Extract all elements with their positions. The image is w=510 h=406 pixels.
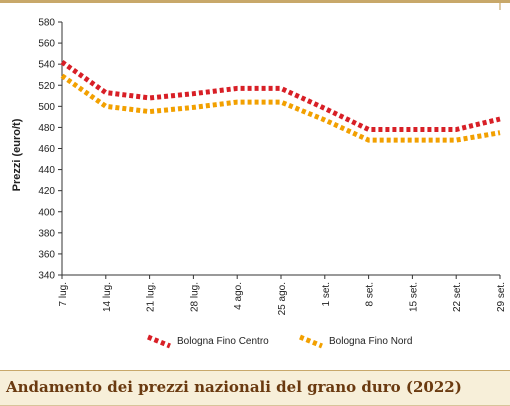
y-tick-label: 420: [38, 186, 55, 197]
x-tick-label: 4 ago.: [233, 282, 244, 310]
y-tick-label: 560: [38, 39, 55, 50]
x-tick-label: 14 lug.: [102, 282, 113, 312]
series-line-1: [60, 60, 501, 132]
caption-bar: Andamento dei prezzi nazionali del grano…: [0, 370, 510, 406]
series-lines: [60, 60, 501, 143]
axes: 340 360 380 400 420 440 460 480 500 520 540 560 580 7…: [38, 18, 507, 316]
y-tick-label: 520: [38, 81, 55, 92]
chart-title: Andamento dei prezzi nazionali del grano…: [6, 378, 462, 396]
top-border: [0, 0, 510, 3]
line-chart-svg: 340 360 380 400 420 440 460 480 500 520 540 560 580 7…: [0, 0, 510, 349]
x-tick-label: 28 lug.: [189, 282, 200, 312]
x-tick-label: 8 set.: [365, 282, 376, 306]
series-line-2: [60, 73, 501, 143]
y-axis-title: Prezzi (euro/t): [11, 118, 23, 191]
x-tick-label: 29 set.: [496, 282, 507, 312]
chart: 340 360 380 400 420 440 460 480 500 520 540 560 580 7…: [0, 0, 510, 349]
y-tick-label: 360: [38, 249, 55, 260]
legend-swatch-1: [147, 334, 171, 349]
x-tick-label: 15 set.: [408, 282, 419, 312]
y-tick-label: 480: [38, 123, 55, 134]
y-tick-label: 380: [38, 228, 55, 239]
legend-label-2: Bologna Fino Nord: [329, 336, 412, 347]
legend: Bologna Fino Centro Bologna Fino Nord: [147, 334, 412, 349]
x-tick-label: 25 ago.: [277, 282, 288, 315]
y-tick-label: 340: [38, 271, 55, 282]
x-tick-label: 1 set.: [321, 282, 332, 306]
y-tick-label: 460: [38, 144, 55, 155]
x-tick-label: 22 set.: [452, 282, 463, 312]
legend-label-1: Bologna Fino Centro: [177, 336, 269, 347]
y-tick-label: 580: [38, 18, 55, 29]
y-tick-label: 440: [38, 165, 55, 176]
x-tick-label: 7 lug.: [58, 282, 69, 306]
x-tick-label: 21 lug.: [146, 282, 157, 312]
y-tick-label: 500: [38, 102, 55, 113]
y-tick-label: 540: [38, 60, 55, 71]
y-tick-label: 400: [38, 207, 55, 218]
legend-swatch-2: [299, 334, 323, 349]
